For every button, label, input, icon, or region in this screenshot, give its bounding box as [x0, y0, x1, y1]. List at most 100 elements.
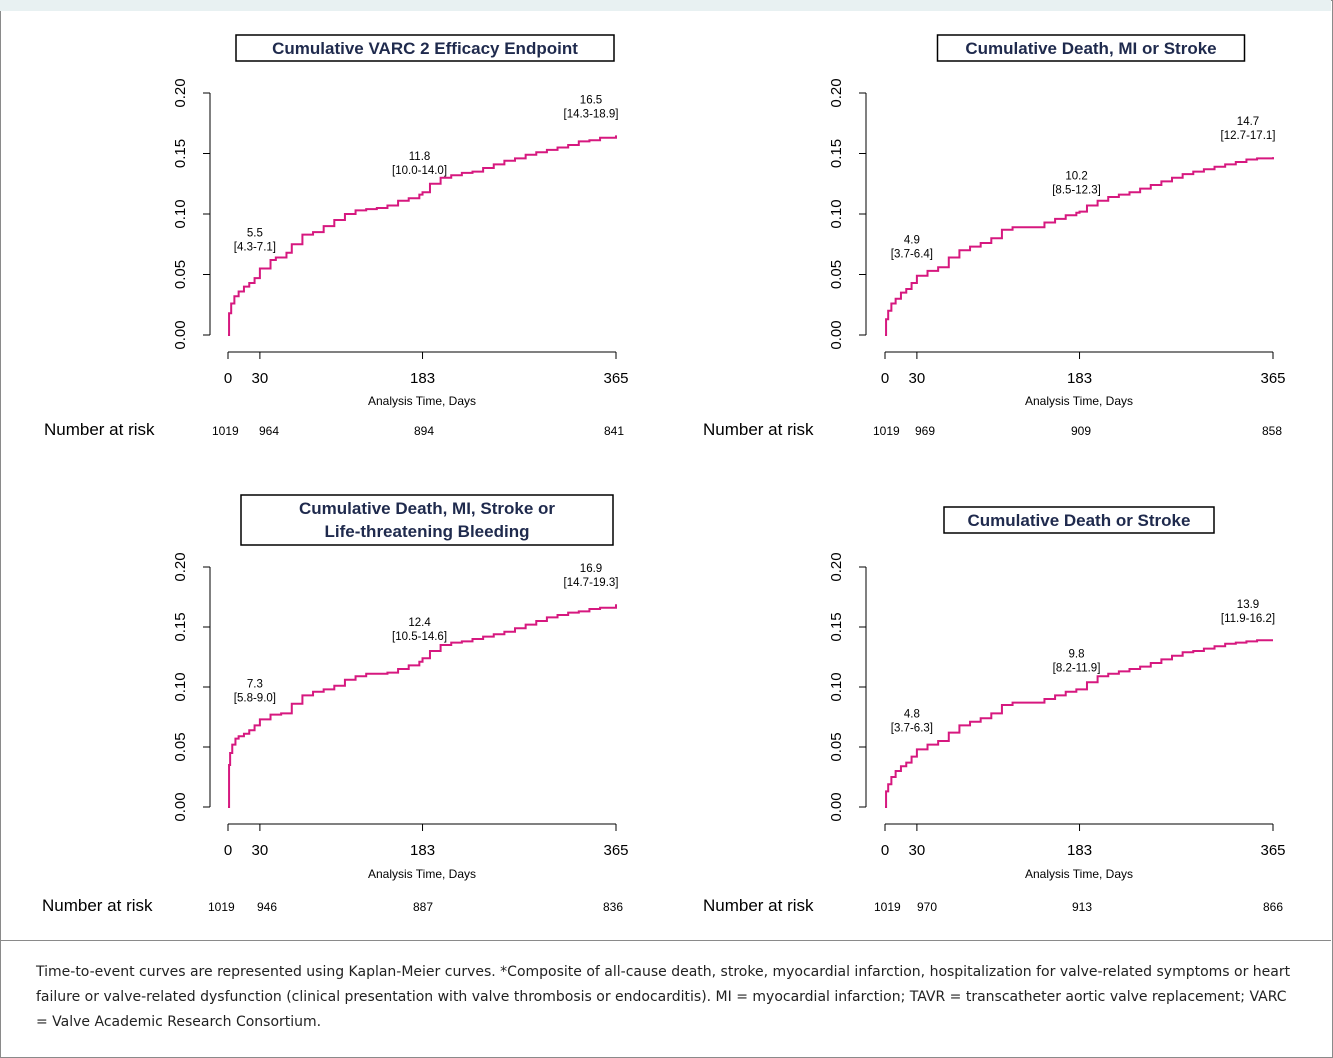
- x-tick-label: 183: [1067, 370, 1092, 387]
- x-tick-label: 183: [410, 842, 435, 859]
- y-tick-label: 0.05: [172, 260, 189, 289]
- estimate-label: 4.8: [904, 708, 920, 720]
- chart-title-line: Life-threatening Bleeding: [325, 522, 530, 541]
- risk-count: 1019: [873, 424, 900, 438]
- ci-label: [3.7-6.4]: [891, 249, 933, 261]
- charts-canvas: Cumulative VARC 2 Efficacy Endpoint 0.00 0…: [42, 34, 1286, 915]
- y-tick-label: 0.10: [828, 199, 845, 228]
- x-tick-label: 0: [224, 842, 232, 859]
- x-tick-label: 30: [252, 842, 269, 859]
- x-tick-label: 0: [881, 370, 889, 387]
- km-curve: [228, 135, 617, 336]
- km-curve: [885, 157, 1274, 336]
- y-tick-label: 0.00: [172, 792, 189, 821]
- estimate-label: 5.5: [247, 227, 263, 239]
- y-tick-label: 0.15: [172, 139, 189, 168]
- km-curve: [228, 604, 617, 808]
- estimate-label: 12.4: [408, 617, 431, 629]
- risk-table-label: Number at risk: [42, 896, 153, 915]
- chart-title-line: Cumulative Death, MI, Stroke or: [299, 499, 555, 518]
- risk-count: 858: [1262, 424, 1282, 438]
- x-tick-label: 30: [909, 370, 926, 387]
- risk-count: 970: [917, 900, 937, 914]
- x-tick-label: 365: [1260, 370, 1285, 387]
- y-tick-label: 0.20: [828, 78, 845, 107]
- y-tick-label: 0.05: [828, 732, 845, 761]
- y-tick-label: 0.15: [172, 612, 189, 641]
- estimate-label: 7.3: [247, 678, 263, 690]
- x-axis-label: Analysis Time, Days: [1025, 394, 1133, 408]
- y-tick-label: 0.05: [172, 732, 189, 761]
- risk-count: 946: [257, 900, 277, 914]
- ci-label: [4.3-7.1]: [234, 241, 276, 253]
- x-tick-label: 183: [410, 370, 435, 387]
- x-tick-label: 0: [224, 370, 232, 387]
- ci-label: [10.5-14.6]: [392, 631, 447, 643]
- risk-table-label: Number at risk: [703, 896, 814, 915]
- risk-count: 836: [603, 900, 623, 914]
- estimate-label: 14.7: [1237, 116, 1259, 128]
- chart-title-line: Cumulative VARC 2 Efficacy Endpoint: [272, 39, 578, 58]
- y-tick-label: 0.10: [172, 199, 189, 228]
- x-tick-label: 365: [603, 842, 628, 859]
- ci-label: [8.5-12.3]: [1052, 185, 1101, 197]
- risk-count: 964: [259, 424, 279, 438]
- ci-label: [12.7-17.1]: [1221, 130, 1276, 142]
- km-panel-1: Cumulative VARC 2 Efficacy Endpoint 0.00 0…: [44, 34, 629, 439]
- estimate-label: 9.8: [1069, 648, 1085, 660]
- risk-count: 909: [1071, 424, 1091, 438]
- risk-table-label: Number at risk: [44, 420, 155, 439]
- estimate-label: 16.9: [580, 563, 602, 575]
- estimate-label: 11.8: [409, 151, 431, 163]
- estimate-label: 4.9: [904, 235, 920, 247]
- x-tick-label: 183: [1067, 842, 1092, 859]
- x-axis-label: Analysis Time, Days: [1025, 867, 1133, 881]
- y-tick-label: 0.20: [172, 552, 189, 581]
- risk-count: 1019: [874, 900, 901, 914]
- km-panel-2: Cumulative Death, MI or Stroke 0.00 0.05 0.…: [703, 34, 1286, 439]
- risk-count: 866: [1263, 900, 1283, 914]
- x-tick-label: 30: [252, 370, 269, 387]
- risk-count: 887: [413, 900, 433, 914]
- chart-title-box: [235, 34, 615, 62]
- x-tick-label: 30: [909, 842, 926, 859]
- top-band: [0, 0, 1331, 11]
- y-tick-label: 0.05: [828, 260, 845, 289]
- ci-label: [3.7-6.3]: [891, 722, 933, 734]
- ci-label: [5.8-9.0]: [234, 692, 276, 704]
- x-axis-label: Analysis Time, Days: [368, 867, 476, 881]
- km-curve: [885, 639, 1273, 808]
- ci-label: [14.7-19.3]: [564, 577, 619, 589]
- y-tick-label: 0.00: [828, 792, 845, 821]
- estimate-label: 16.5: [580, 94, 602, 106]
- ci-label: [8.2-11.9]: [1053, 662, 1101, 674]
- ci-label: [11.9-16.2]: [1221, 613, 1275, 625]
- ci-label: [14.3-18.9]: [564, 108, 619, 120]
- y-tick-label: 0.10: [172, 672, 189, 701]
- risk-count: 1019: [212, 424, 239, 438]
- y-tick-label: 0.10: [828, 672, 845, 701]
- chart-title-line: Cumulative Death, MI or Stroke: [965, 39, 1216, 58]
- chart-title-box: [943, 506, 1215, 534]
- ci-label: [10.0-14.0]: [392, 165, 447, 177]
- x-axis-label: Analysis Time, Days: [368, 394, 476, 408]
- x-tick-label: 365: [1260, 842, 1285, 859]
- estimate-label: 10.2: [1065, 171, 1087, 183]
- y-tick-label: 0.20: [828, 552, 845, 581]
- figure-caption: Time-to-event curves are represented usi…: [36, 964, 1291, 1030]
- chart-title-line: Cumulative Death or Stroke: [968, 511, 1191, 530]
- km-panel-3: Cumulative Death, MI, Stroke or Life-thre…: [42, 494, 629, 915]
- x-tick-label: 365: [603, 370, 628, 387]
- risk-count: 913: [1072, 900, 1092, 914]
- caption-divider: [0, 940, 1331, 941]
- estimate-label: 13.9: [1237, 599, 1259, 611]
- risk-count: 969: [915, 424, 935, 438]
- y-tick-label: 0.15: [828, 139, 845, 168]
- y-tick-label: 0.20: [172, 78, 189, 107]
- y-tick-label: 0.00: [172, 320, 189, 349]
- risk-table-label: Number at risk: [703, 420, 814, 439]
- y-tick-label: 0.00: [828, 320, 845, 349]
- risk-count: 1019: [208, 900, 235, 914]
- y-tick-label: 0.15: [828, 612, 845, 641]
- risk-count: 894: [414, 424, 434, 438]
